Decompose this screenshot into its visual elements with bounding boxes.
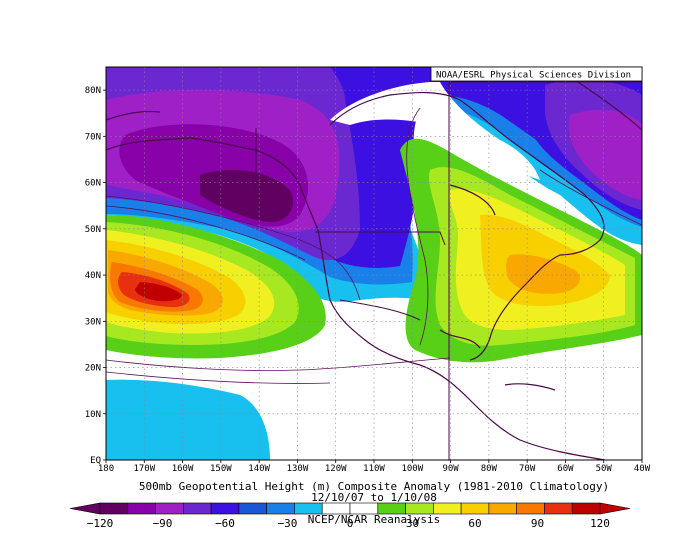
colorbar-arrow-high <box>599 502 631 515</box>
colorbar-label: 60 <box>468 517 481 530</box>
lat-label: EQ <box>90 456 101 466</box>
lon-label: 160W <box>172 464 194 474</box>
lat-label: 20N <box>85 364 101 374</box>
lon-label: 70W <box>519 464 536 474</box>
lon-label: 40W <box>634 464 651 474</box>
lat-label: 30N <box>85 317 101 327</box>
lon-label: 60W <box>557 464 574 474</box>
colorbar-swatch <box>155 502 184 515</box>
contour-lines <box>106 107 642 384</box>
colorbar-swatch <box>488 502 517 515</box>
lon-label: 130W <box>287 464 309 474</box>
colorbar-label: −60 <box>215 517 235 530</box>
lat-label: 40N <box>85 271 101 281</box>
arctic-neutral <box>330 82 540 180</box>
graticule <box>106 67 642 460</box>
lat-label: 10N <box>85 410 101 420</box>
lat-label: 50N <box>85 225 101 235</box>
lon-label: 170W <box>133 464 155 474</box>
lon-label: 150W <box>210 464 232 474</box>
colorbar-arrow-low <box>69 502 101 515</box>
figure-dates: 12/10/07 to 1/10/08 <box>311 491 437 504</box>
latitude-axis: 80N 70N 60N 50N 40N 30N 20N 10N EQ <box>85 86 106 466</box>
lon-label: 140W <box>248 464 270 474</box>
colorbar-swatch <box>183 502 212 515</box>
positive-atlantic-75 <box>505 254 580 294</box>
negative-atlantic-90 <box>568 109 642 200</box>
colorbar <box>69 502 631 515</box>
colorbar-swatch <box>544 502 573 515</box>
negative-core-120 <box>200 170 294 222</box>
negative-tropical-pacific <box>106 379 270 460</box>
colorbar-swatch <box>266 502 295 515</box>
colorbar-swatch <box>238 502 267 515</box>
boundaries <box>255 81 642 460</box>
lat-label: 80N <box>85 86 101 96</box>
lat-label: 70N <box>85 132 101 142</box>
colorbar-swatch <box>210 502 240 515</box>
lon-label: 90W <box>442 464 459 474</box>
colorbar-label: 120 <box>590 517 610 530</box>
colorbar-label: −90 <box>153 517 173 530</box>
figure-source: NCEP/NCAR Reanalysis <box>308 513 440 526</box>
lon-label: 180 <box>98 464 114 474</box>
colorbar-swatch <box>127 502 156 515</box>
colorbar-swatch <box>571 502 601 515</box>
lon-label: 50W <box>596 464 613 474</box>
colorbar-swatch <box>516 502 545 515</box>
lon-label: 120W <box>325 464 347 474</box>
figure-title: 500mb Geopotential Height (m) Composite … <box>139 480 609 493</box>
credit-text: NOAA/ESRL Physical Sciences Division <box>436 71 631 81</box>
positive-pacific-core <box>135 282 182 302</box>
colorbar-label: 0 <box>347 517 354 530</box>
colorbar-labels: −120 −90 −60 −30 0 30 60 90 120 <box>87 517 610 530</box>
lat-label: 60N <box>85 179 101 189</box>
longitude-axis: 180 170W 160W 150W 140W 130W 120W 110W 100W 90W 80… <box>98 460 651 474</box>
credit-box: NOAA/ESRL Physical Sciences Division <box>430 66 643 82</box>
lon-label: 110W <box>363 464 385 474</box>
lon-label: 100W <box>401 464 423 474</box>
lon-label: 80W <box>481 464 498 474</box>
colorbar-swatch <box>460 502 490 515</box>
colorbar-label: −30 <box>278 517 298 530</box>
colorbar-swatch <box>99 502 129 515</box>
colorbar-label: −120 <box>87 517 114 530</box>
colorbar-label: 30 <box>406 517 419 530</box>
colorbar-label: 90 <box>531 517 544 530</box>
